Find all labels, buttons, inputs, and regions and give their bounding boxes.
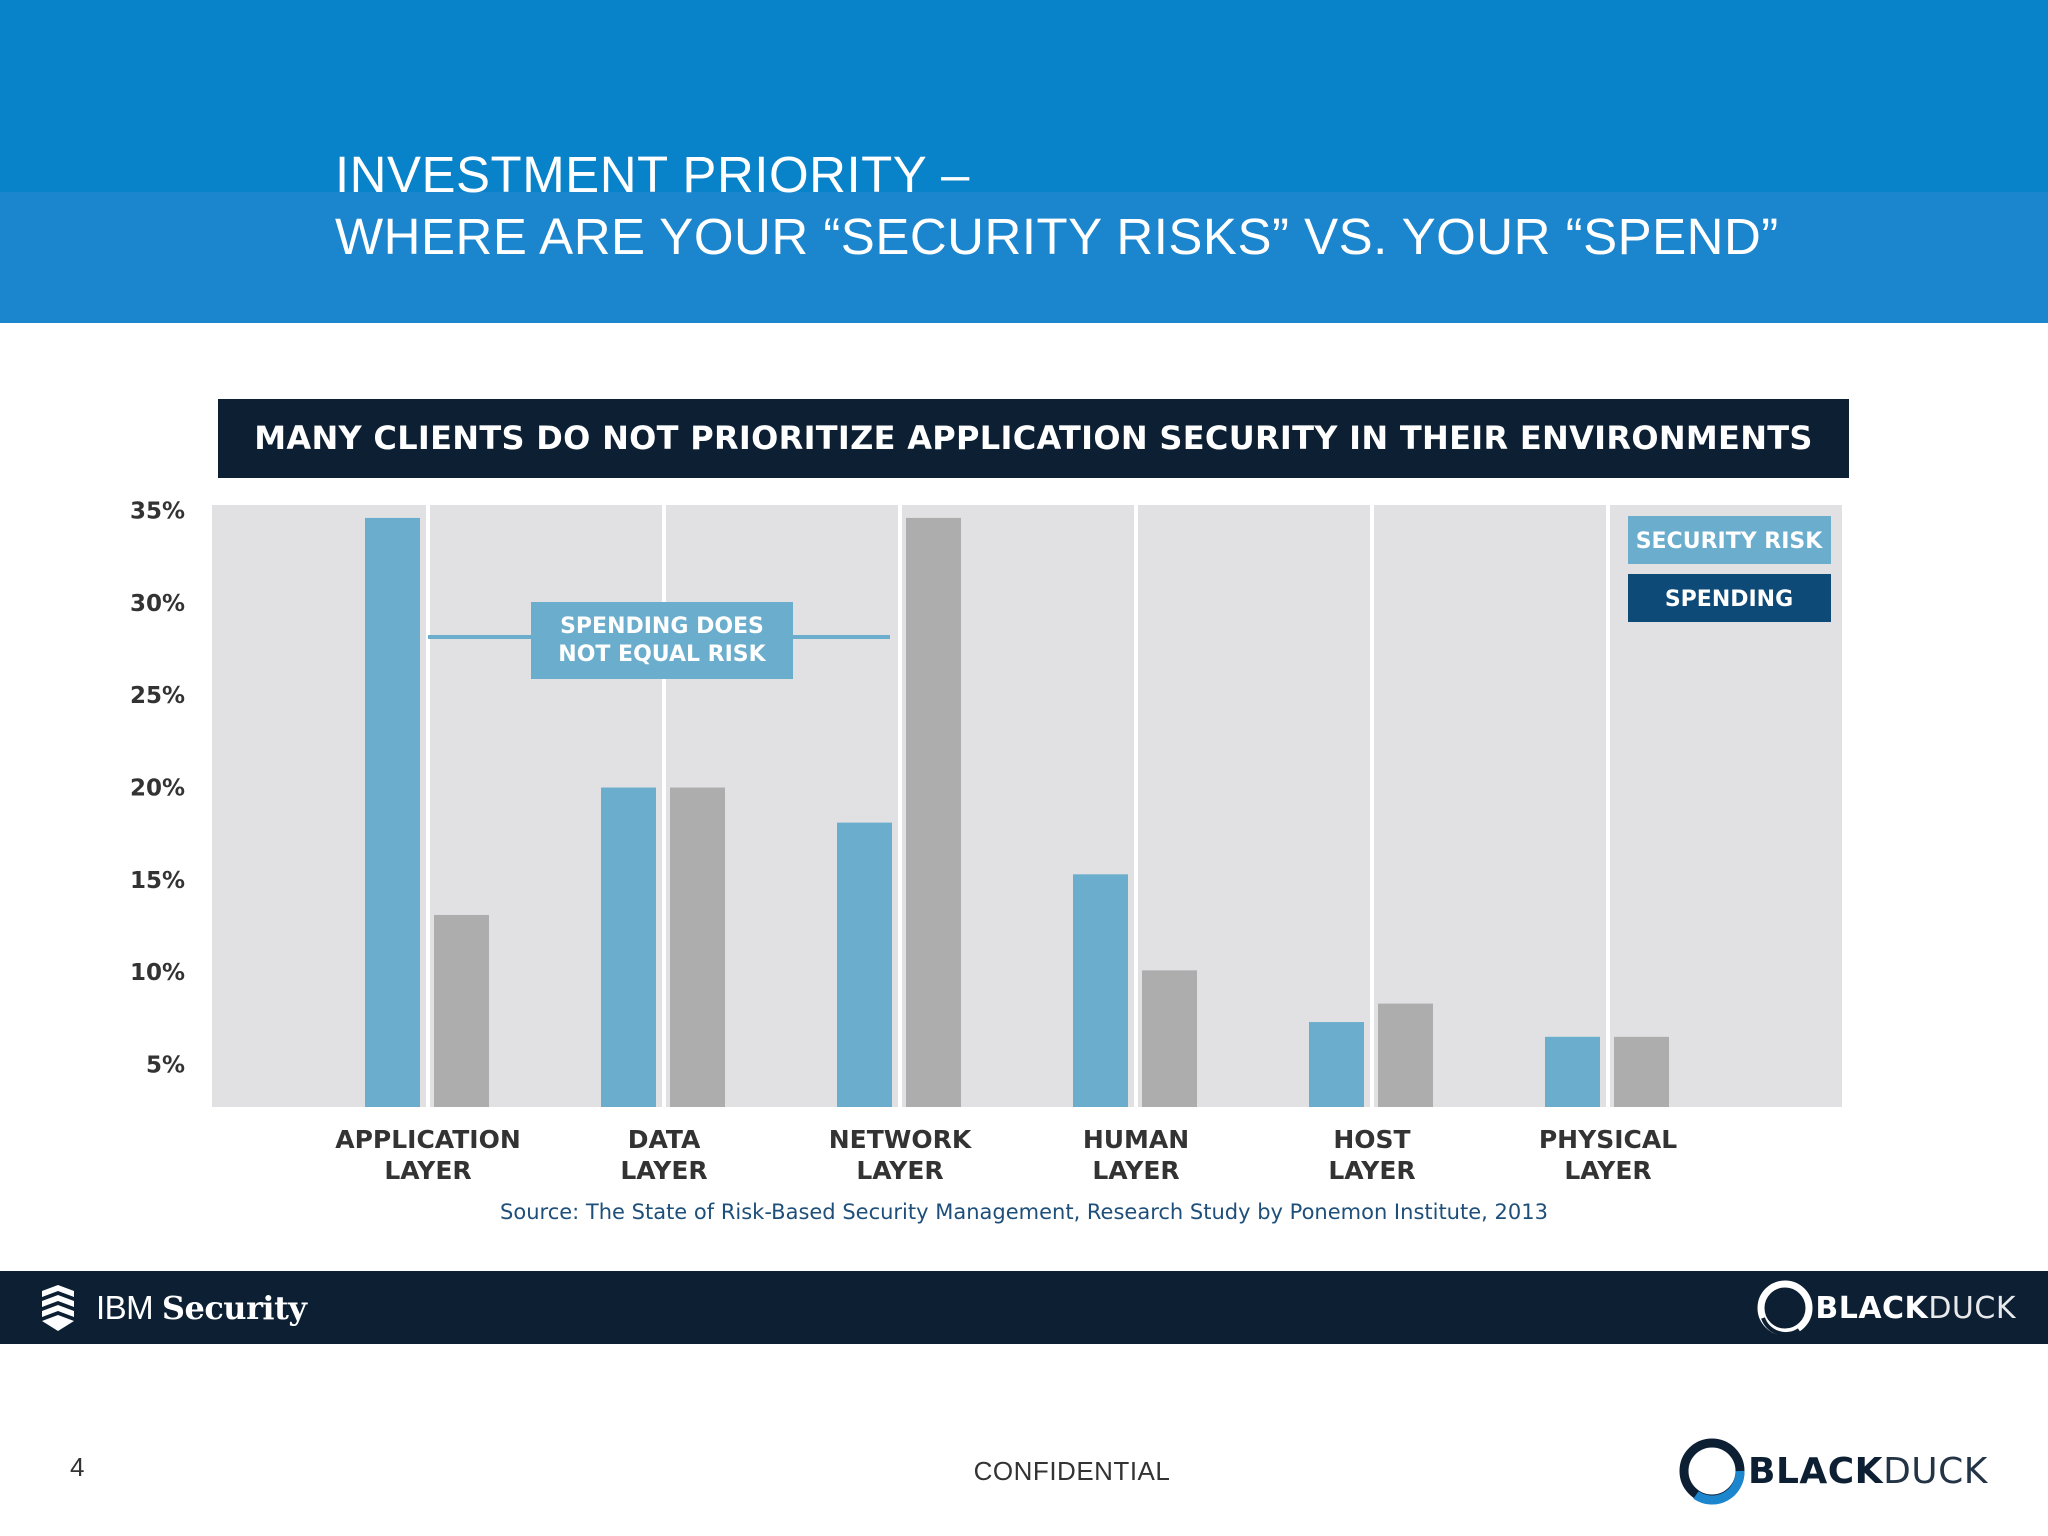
source-note: Source: The State of Risk-Based Security… — [500, 1200, 1548, 1224]
blackduck-logo-bottom: BLACK DUCK — [1676, 1438, 1988, 1505]
blackduck-wordmark-bold: BLACK — [1815, 1290, 1929, 1326]
ibm-wordmark: IBM — [96, 1289, 154, 1326]
blackduck-wordmark-light: DUCK — [1928, 1290, 2016, 1326]
bar-security-risk — [1545, 1036, 1600, 1107]
x-category-label: APPLICATION — [335, 1125, 521, 1154]
blackduck-logo-footer: BLACK DUCK — [1755, 1280, 2016, 1336]
slide-title-line-2: WHERE ARE YOUR “SECURITY RISKS” VS. YOUR… — [335, 208, 1779, 265]
ibm-shield-icon — [42, 1285, 74, 1331]
legend-spending-label: SPENDING — [1665, 587, 1793, 612]
bar-spending — [1142, 970, 1197, 1107]
legend-security-risk-label: SECURITY RISK — [1636, 529, 1824, 554]
x-category-label: LAYER — [1564, 1156, 1651, 1185]
blackduck-wordmark-bold: BLACK — [1748, 1450, 1884, 1492]
x-category-label: LAYER — [1328, 1156, 1415, 1185]
bar-spending — [906, 517, 961, 1107]
annotation-line-2: NOT EQUAL RISK — [558, 642, 766, 667]
x-category-label: PHYSICAL — [1539, 1125, 1677, 1154]
y-tick-label: 15% — [130, 868, 185, 894]
ibm-security-logo: IBM Security — [38, 1283, 307, 1333]
y-tick-label: 5% — [146, 1053, 185, 1079]
annotation-box — [531, 602, 793, 679]
y-tick-label: 25% — [130, 683, 185, 709]
chart-banner: MANY CLIENTS DO NOT PRIORITIZE APPLICATI… — [218, 399, 1849, 478]
x-category-label: HUMAN — [1083, 1125, 1189, 1154]
bar-spending — [1378, 1003, 1433, 1107]
bar-security-risk — [365, 517, 420, 1107]
x-category-label: NETWORK — [829, 1125, 973, 1154]
bar-security-risk — [1309, 1022, 1364, 1107]
page-number: 4 — [70, 1452, 85, 1482]
annotation-line-1: SPENDING DOES — [560, 614, 764, 639]
bar-security-risk — [1073, 874, 1128, 1107]
legend: SECURITY RISK SPENDING — [1628, 516, 1831, 622]
security-wordmark: Security — [161, 1289, 307, 1327]
blackduck-swirl-icon — [1679, 1438, 1745, 1505]
blackduck-wordmark-light: DUCK — [1883, 1450, 1988, 1492]
x-category-label: LAYER — [1092, 1156, 1179, 1185]
slide-title-line-1: INVESTMENT PRIORITY – — [335, 146, 970, 203]
blackduck-swirl-icon — [1757, 1280, 1813, 1336]
y-tick-label: 35% — [130, 499, 185, 525]
x-category-label: HOST — [1333, 1125, 1410, 1154]
y-tick-label: 30% — [130, 591, 185, 617]
x-category-label: LAYER — [384, 1156, 471, 1185]
y-tick-label: 20% — [130, 776, 185, 802]
bar-security-risk — [837, 822, 892, 1107]
legend-spending-swatch — [1628, 574, 1831, 622]
legend-security-risk-swatch — [1628, 516, 1831, 564]
bar-spending — [670, 787, 725, 1107]
annotation: SPENDING DOES NOT EQUAL RISK — [428, 602, 890, 679]
x-category-label: LAYER — [620, 1156, 707, 1185]
x-category-label: LAYER — [856, 1156, 943, 1185]
confidential-label: CONFIDENTIAL — [973, 1456, 1171, 1486]
footer-bar: IBM Security BLACK DUCK — [0, 1271, 2048, 1344]
bar-spending — [1614, 1036, 1669, 1107]
bar-security-risk — [601, 787, 656, 1107]
bar-spending — [434, 914, 489, 1107]
header-band — [0, 192, 2048, 323]
y-tick-label: 10% — [130, 960, 185, 986]
x-category-label: DATA — [628, 1125, 701, 1154]
